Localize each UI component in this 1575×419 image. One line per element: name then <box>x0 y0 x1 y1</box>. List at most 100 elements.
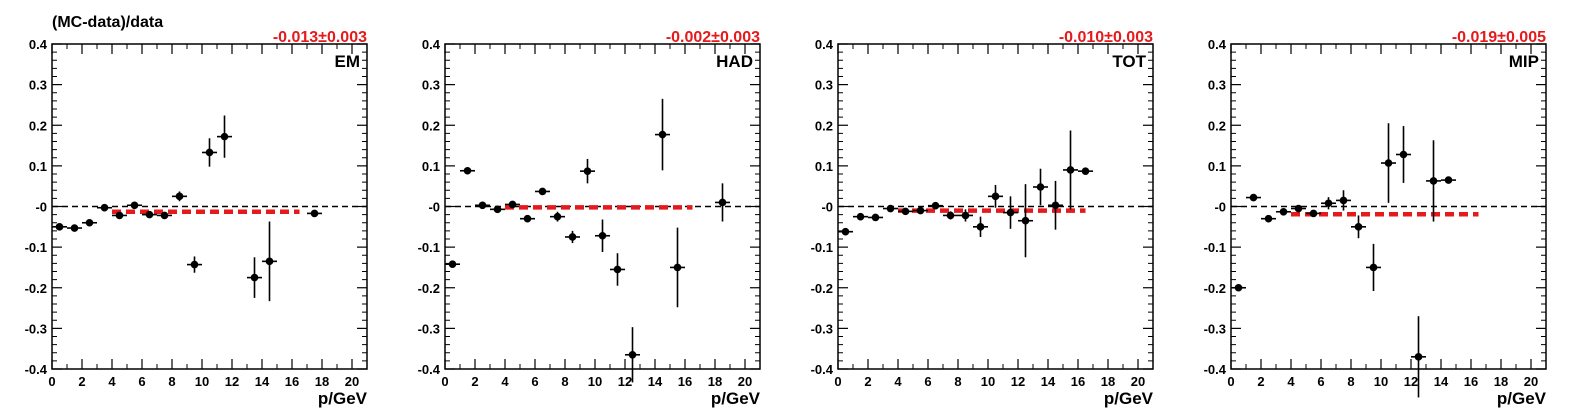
chart-2-y-tick-label: -0.1 <box>811 240 833 255</box>
chart-0-data-point <box>265 257 274 266</box>
chart-1-x-tick-label: 20 <box>738 374 752 389</box>
chart-panel-em: -0.4 -0.3 -0.2 -0.1 -0 0.1 0.2 0.3 0.4 0 2 4 6 8 10 12 1… <box>25 29 368 408</box>
chart-1-data-point <box>538 187 547 196</box>
chart-1-y-tick-label: 0.2 <box>422 118 440 133</box>
chart-3-y-tick-label: 0.1 <box>1208 159 1226 174</box>
chart-2-data-point <box>1051 201 1060 210</box>
chart-0-y-tick-label: -0.1 <box>25 240 47 255</box>
chart-2-x-tick-label: 6 <box>924 374 931 389</box>
chart-2-data-point <box>871 213 880 222</box>
chart-2-x-tick-label: 8 <box>954 374 961 389</box>
chart-1-data-point <box>568 233 577 241</box>
chart-3-data-point <box>1369 263 1378 272</box>
chart-1-x-tick-label: 2 <box>471 374 478 389</box>
chart-1-x-tick-label: 12 <box>618 374 632 389</box>
chart-0-data-point <box>145 210 154 219</box>
chart-3-x-tick-label: 18 <box>1494 374 1508 389</box>
chart-1-y-tick-label: -0.4 <box>418 362 441 377</box>
chart-3-data-point <box>1399 150 1408 159</box>
chart-1-y-tick-label: 0.1 <box>422 159 440 174</box>
chart-0-data-point <box>130 201 139 210</box>
chart-3-x-tick-label: 14 <box>1434 374 1449 389</box>
chart-0-y-tick-label: -0.4 <box>25 362 48 377</box>
chart-0-data-point <box>220 132 229 141</box>
chart-1-panel-label: HAD <box>716 52 753 71</box>
chart-0-data-point <box>85 218 94 227</box>
chart-1-x-tick-label: 6 <box>531 374 538 389</box>
chart-0-fit-label: -0.013±0.003 <box>273 29 367 46</box>
chart-0-data-point <box>190 260 199 269</box>
chart-0-y-tick-label: -0 <box>35 200 47 215</box>
chart-2-y-tick-label: 0.4 <box>815 37 834 52</box>
chart-0-x-tick-label: 8 <box>168 374 175 389</box>
chart-1-y-tick-label: -0.2 <box>418 281 440 296</box>
chart-2-data-point <box>901 207 910 216</box>
chart-2-y-tick-label: -0.3 <box>811 321 833 336</box>
chart-1-x-tick-label: 0 <box>441 374 448 389</box>
chart-1-data-point <box>628 350 637 359</box>
chart-3-data-point <box>1264 214 1273 223</box>
chart-0-data-point <box>310 209 319 218</box>
chart-3-panel-label: MIP <box>1509 52 1539 71</box>
chart-3-data-point <box>1249 193 1258 202</box>
chart-2-data-point <box>931 201 940 210</box>
chart-0-x-axis-label: p/GeV <box>318 389 368 408</box>
chart-0-data-point <box>175 192 184 201</box>
chart-2-data-point <box>976 223 985 231</box>
chart-0-data-point <box>160 211 169 220</box>
chart-0-y-tick-label: 0.1 <box>29 159 47 174</box>
chart-2-fit-label: -0.010±0.003 <box>1059 29 1153 46</box>
chart-3-x-tick-label: 20 <box>1524 374 1538 389</box>
chart-2-data-point <box>961 211 970 220</box>
chart-1-data-point <box>463 166 472 175</box>
chart-1-data-point <box>508 200 517 209</box>
chart-panel-mip: -0.4 -0.3 -0.2 -0.1 -0 0.1 0.2 0.3 0.4 0 2 4 6 8 10 12 1… <box>1204 29 1547 408</box>
chart-2-data-point <box>946 211 955 220</box>
chart-2-y-tick-label: -0.4 <box>811 362 834 377</box>
chart-2-x-tick-label: 12 <box>1011 374 1025 389</box>
chart-0-x-tick-label: 6 <box>138 374 145 389</box>
chart-1-x-tick-label: 8 <box>561 374 568 389</box>
chart-3-x-tick-label: 8 <box>1347 374 1354 389</box>
chart-panel-had: -0.4 -0.3 -0.2 -0.1 -0 0.1 0.2 0.3 0.4 0 2 4 6 8 10 12 1… <box>418 29 761 408</box>
chart-3-x-tick-label: 16 <box>1464 374 1478 389</box>
chart-3-x-tick-label: 12 <box>1404 374 1418 389</box>
chart-1-x-tick-label: 10 <box>588 374 602 389</box>
chart-2-y-tick-label: -0 <box>821 200 833 215</box>
chart-3-data-point <box>1429 177 1438 185</box>
chart-1-data-point <box>673 263 682 272</box>
chart-3-data-point <box>1339 196 1348 205</box>
chart-2-data-point <box>886 204 895 213</box>
chart-3-x-tick-label: 6 <box>1317 374 1324 389</box>
chart-2-x-tick-label: 18 <box>1101 374 1115 389</box>
chart-1-data-point <box>478 201 487 210</box>
chart-1-y-tick-label: 0.4 <box>422 37 441 52</box>
chart-3-x-axis-label: p/GeV <box>1497 389 1547 408</box>
chart-1-frame <box>444 43 761 370</box>
chart-1-data-point <box>613 265 622 274</box>
chart-3-y-tick-label: 0.3 <box>1208 78 1226 93</box>
chart-3-y-tick-label: -0.2 <box>1204 281 1226 296</box>
chart-3-y-tick-label: 0.4 <box>1208 37 1227 52</box>
chart-1-data-point <box>493 205 502 214</box>
chart-0-x-tick-label: 10 <box>195 374 209 389</box>
chart-3-y-tick-label: 0.2 <box>1208 118 1226 133</box>
chart-1-y-tick-label: -0 <box>428 200 440 215</box>
chart-2-y-tick-label: 0.2 <box>815 118 833 133</box>
chart-1-data-point <box>718 198 727 207</box>
chart-3-data-point <box>1309 209 1318 218</box>
chart-3-x-tick-label: 10 <box>1374 374 1388 389</box>
chart-2-x-tick-label: 16 <box>1071 374 1085 389</box>
chart-3-frame <box>1230 43 1547 370</box>
chart-3-data-point <box>1444 176 1453 184</box>
chart-2-x-tick-label: 20 <box>1131 374 1145 389</box>
chart-0-panel-label: EM <box>335 52 361 71</box>
chart-3-fit-label: -0.019±0.005 <box>1452 29 1546 46</box>
chart-0-x-tick-label: 12 <box>225 374 239 389</box>
chart-1-data-point <box>598 231 607 240</box>
chart-3-data-point <box>1279 207 1288 216</box>
chart-1-data-point <box>523 214 532 223</box>
chart-0-data-point <box>55 223 64 231</box>
chart-0-data-point <box>115 211 124 220</box>
